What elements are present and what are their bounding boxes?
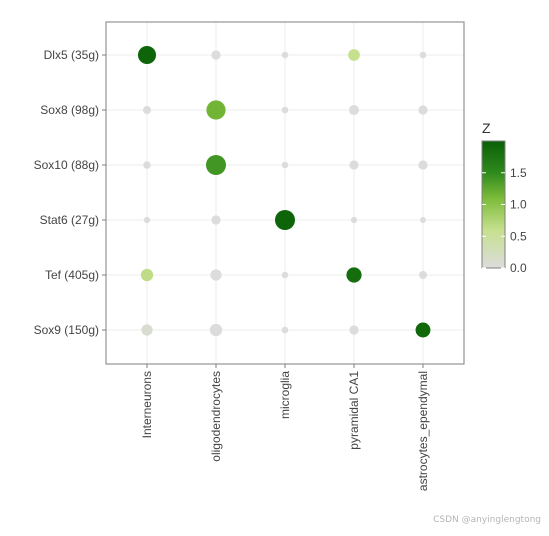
data-point [419,51,427,59]
data-point [281,106,289,114]
legend-tick-label: 1.5 [510,166,527,180]
data-point [348,49,360,61]
x-tick-label: oligodendrocytes [209,371,223,462]
data-point [350,216,358,224]
x-tick-label: pyramidal CA1 [347,371,361,450]
legend-tick-label: 1.0 [510,198,527,212]
watermark: CSDN @anyinglengtong [433,515,541,525]
data-point [275,210,295,230]
y-tick-label: Sox8 (98g) [40,103,99,117]
data-point [348,104,360,116]
data-point [346,267,362,283]
legend-title: Z [482,120,491,136]
data-point [210,269,222,281]
data-point [137,45,157,65]
y-tick-label: Dlx5 (35g) [44,48,99,62]
data-point [211,215,221,225]
data-point [143,161,151,169]
data-point [349,160,359,170]
data-point [418,105,428,115]
data-point [420,217,426,223]
data-point [206,155,226,175]
legend-tick-label: 0.0 [510,261,527,275]
y-tick-label: Stat6 (27g) [40,213,99,227]
data-point [418,160,428,170]
data-point [281,161,289,169]
data-point [349,325,359,335]
data-point [419,271,427,279]
y-tick-label: Sox10 (88g) [34,158,99,172]
data-point [143,106,151,114]
data-point [415,322,431,338]
data-point [143,216,151,224]
data-point [206,100,226,120]
x-tick-label: Interneurons [140,371,154,438]
data-point [140,268,154,282]
y-tick-label: Sox9 (150g) [34,323,99,337]
data-point [211,50,221,60]
x-tick-label: astrocytes_ependymal [416,371,430,491]
data-point [281,271,289,279]
data-point [209,323,223,337]
y-tick-label: Tef (405g) [45,268,99,282]
legend-tick-label: 0.5 [510,229,527,243]
data-point [281,326,289,334]
data-point [141,324,153,336]
data-point [281,51,289,59]
x-tick-label: microglia [278,371,292,419]
